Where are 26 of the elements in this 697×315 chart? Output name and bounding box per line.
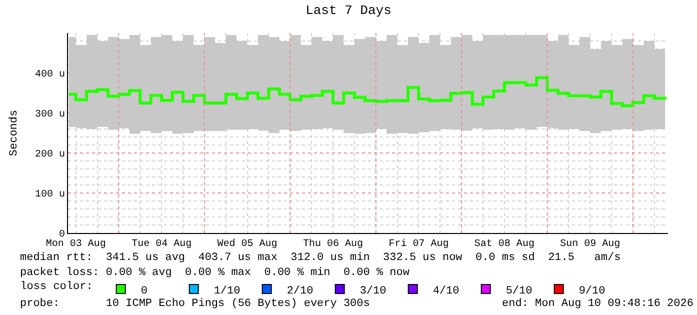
legend-label: 5/10 <box>506 285 532 298</box>
y-tick-label: 200 u <box>34 150 65 160</box>
legend-label: 3/10 <box>360 285 386 298</box>
text: packet loss: 0.00 % avg 0.00 % max 0.00 % min 0.00 % now <box>20 267 410 279</box>
x-tick-label: Thu 06 Aug <box>302 238 364 250</box>
legend-label: 9/10 <box>578 285 606 298</box>
chart-title: Last 7 Days <box>306 2 392 18</box>
legend-title: loss color: <box>20 280 93 293</box>
legend-label: 0 <box>140 285 148 298</box>
x-tick-label: Wed 05 Aug <box>217 238 278 250</box>
x-tick-label: Fri 07 Aug <box>388 238 449 250</box>
legend-label: 4/10 <box>432 285 460 298</box>
x-tick-label: Sun 09 Aug <box>560 239 620 250</box>
text: median rtt: 341.5 us avg 403.7 us max 312.0 us min 332.5 us now 0.0 ms sd 21.5 am/s <box>20 252 621 264</box>
text: end: Mon Aug 10 09:48:16 2026 <box>502 298 694 310</box>
y-axis-title: Seconds <box>8 110 21 156</box>
x-tick-label: Mon 03 Aug <box>46 239 106 250</box>
legend-label: 1/10 <box>214 285 240 298</box>
x-tick-label: Sat 08 Aug <box>474 239 534 250</box>
legend-label: 2/10 <box>286 285 314 298</box>
y-tick-label: 300 u <box>34 110 65 120</box>
x-tick-label: Tue 04 Aug <box>132 239 192 250</box>
y-tick-label: 400 u <box>34 70 65 80</box>
y-tick-label: 0 <box>58 230 65 240</box>
y-tick-label: 100 u <box>34 190 65 200</box>
text: probe: 10 ICMP Echo Pings (56 Bytes) every 300s <box>20 298 370 310</box>
